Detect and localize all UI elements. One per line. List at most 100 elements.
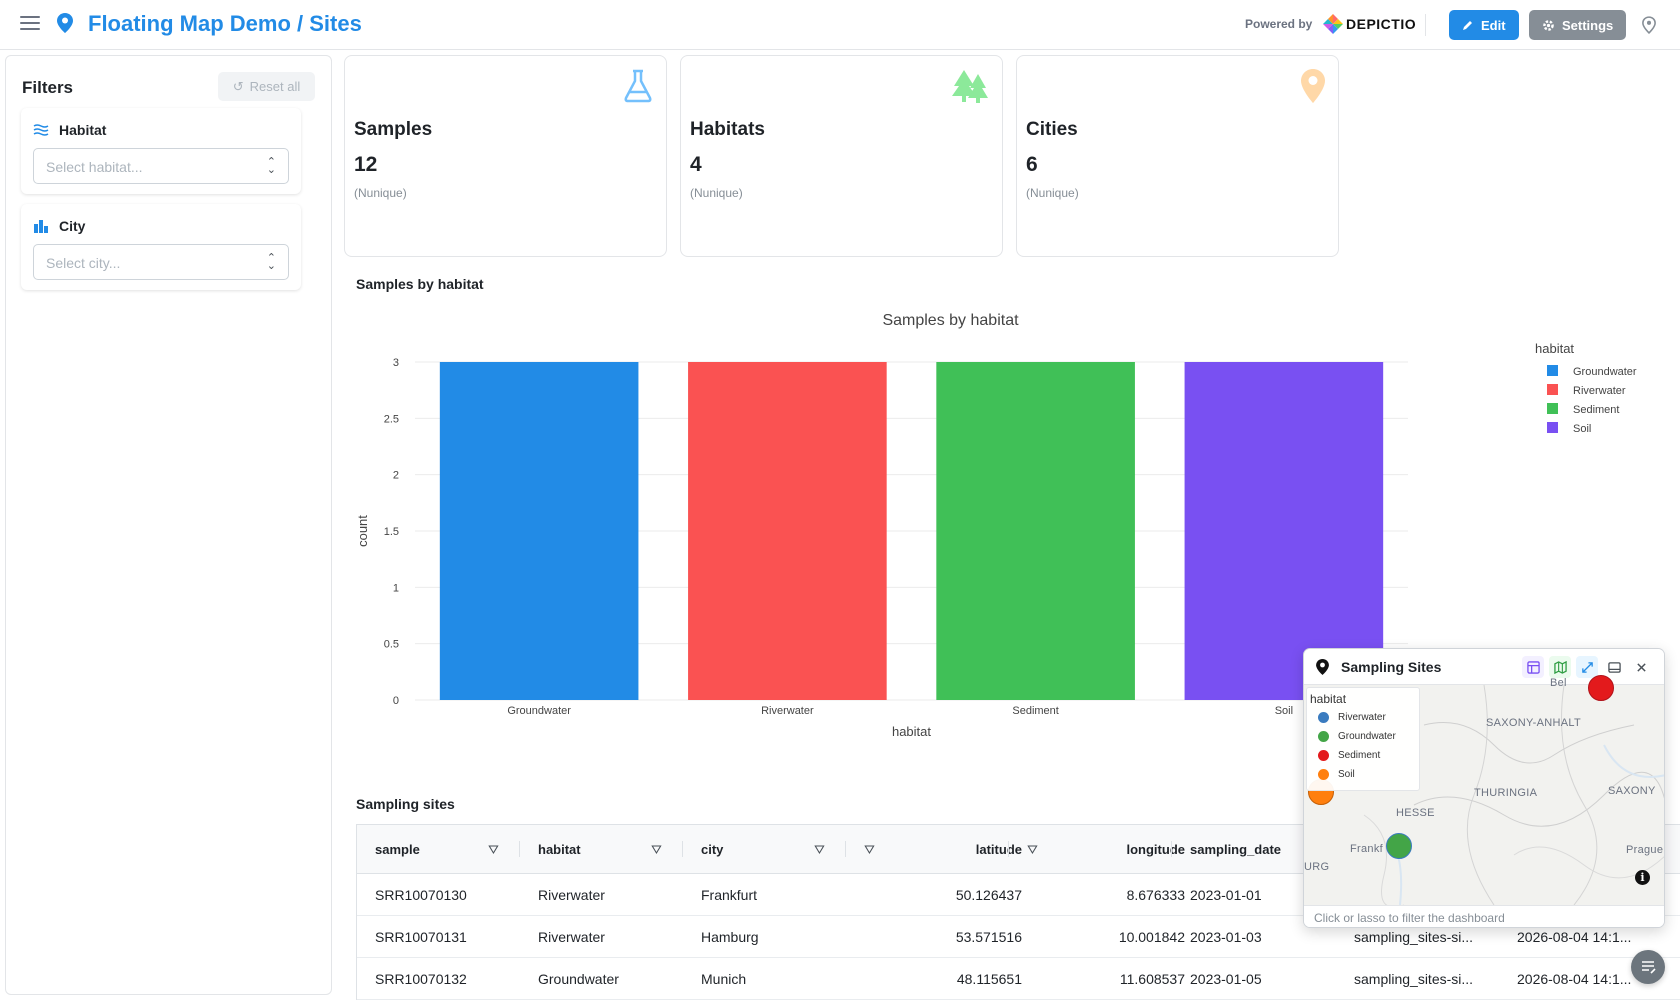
city-select-placeholder: Select city... [46,255,121,271]
x-tick-label: Soil [1275,705,1293,717]
cell-city: Hamburg [701,929,759,945]
waves-icon [33,124,49,136]
column-header-longitude[interactable]: longitude [1126,841,1186,857]
cell-latitude: 48.115651 [956,971,1022,987]
notes-fab-button[interactable] [1631,950,1665,984]
cell-latitude: 50.126437 [955,887,1022,903]
map-view-icon[interactable] [1549,656,1571,678]
city-select[interactable]: Select city... ⌃ ⌄ [33,244,289,280]
map-label-region: SAXONY-ANHALT [1486,717,1581,729]
map-label-city: URG [1304,861,1330,873]
y-tick-label: 0.5 [384,639,399,651]
bar-riverwater[interactable] [688,362,887,700]
kpi-card-cities: Cities 6 (Nunique) [1016,55,1339,257]
kpi-title: Habitats [690,119,765,140]
cell-longitude: 8.676333 [1126,887,1185,903]
info-icon[interactable]: i [1635,870,1650,885]
map-toolbar [1522,656,1652,678]
floating-map-panel[interactable]: Sampling Sites [1303,648,1665,928]
filters-title: Filters [22,78,74,97]
cell-sample: SRR10070132 [375,971,467,987]
column-header-sample[interactable]: sample [375,841,420,857]
table-section-title: Sampling sites [356,796,455,812]
cell-latitude: 53.571516 [955,929,1022,945]
legend-dot [1318,750,1329,761]
bar-soil[interactable] [1184,362,1384,700]
map-legend-item[interactable]: Groundwater [1318,731,1396,742]
filter-icon[interactable]: ⛛ [864,842,875,857]
map-footer: Click or lasso to filter the dashboard [1304,905,1664,927]
filter-icon[interactable]: ⛛ [814,842,825,857]
cell-habitat: Riverwater [538,929,605,945]
map-legend-title: habitat [1310,692,1347,706]
map-legend-label: Riverwater [1338,712,1386,723]
dock-icon[interactable] [1603,656,1625,678]
column-header-habitat[interactable]: habitat [538,841,581,857]
filter-icon[interactable]: ⛛ [488,842,499,857]
map-canvas[interactable]: Bel SAXONY-ANHALT THURINGIA SAXONY HESSE… [1304,675,1664,905]
map-legend-item[interactable]: Soil [1318,769,1355,780]
legend-dot [1318,731,1329,742]
settings-button[interactable]: Settings [1529,10,1627,40]
bar-sediment[interactable] [936,362,1135,700]
habitat-select[interactable]: Select habitat... ⌃ ⌄ [33,148,289,184]
column-divider [1171,841,1172,857]
column-divider [845,841,846,857]
kpi-title: Samples [354,119,433,140]
kpi-card-habitats: Habitats 4 (Nunique) [680,55,1003,257]
legend-label: Riverwater [1573,385,1626,397]
table-view-icon[interactable] [1522,656,1544,678]
expand-icon[interactable] [1576,656,1598,678]
buildings-icon [34,220,48,233]
map-label-city: Bel [1550,677,1567,689]
column-header-sampling-date[interactable]: sampling_date [1190,841,1282,857]
map-marker-groundwater[interactable] [1386,833,1412,859]
table-row[interactable]: SRR10070130 Riverwater Frankfurt 50.1264… [357,874,1680,916]
gear-icon [1543,19,1554,31]
map-legend-item[interactable]: Riverwater [1318,712,1386,723]
cell-longitude: 10.001842 [1118,929,1185,945]
map-title: Sampling Sites [1341,659,1442,675]
filter-icon[interactable]: ⛛ [651,842,662,857]
filter-icon[interactable]: ⛛ [1027,842,1038,857]
y-tick-label: 2.5 [384,413,399,425]
kpi-value: 4 [690,153,702,176]
map-label-region: SAXONY [1608,785,1656,797]
legend-swatch[interactable] [1547,403,1558,414]
column-divider [1008,841,1009,857]
x-tick-label: Riverwater [761,705,814,717]
map-label-region: THURINGIA [1474,787,1538,799]
column-header-latitude[interactable]: latitude [975,841,1022,857]
x-tick-label: Sediment [1012,705,1058,717]
kpi-title: Cities [1026,119,1078,140]
habitat-filter-card: Habitat Select habitat... ⌃ ⌄ [21,108,301,194]
column-header-city[interactable]: city [701,841,724,857]
legend-label: Sediment [1573,404,1619,416]
map-hint-text: Click or lasso to filter the dashboard [1314,911,1505,925]
edit-button-label: Edit [1481,17,1506,33]
cell-sample: SRR10070130 [375,887,467,903]
habitat-select-placeholder: Select habitat... [46,159,143,175]
map-label-region: HESSE [1396,807,1435,819]
location-icon[interactable] [1642,16,1656,34]
map-legend-item[interactable]: Sediment [1318,750,1380,761]
table-row[interactable]: SRR10070132 Groundwater Munich 48.115651… [357,958,1680,1000]
cell-longitude: 11.608537 [1119,971,1185,987]
legend-swatch[interactable] [1547,384,1558,395]
bar-chart[interactable]: Samples by habitat 0 0.5 1 1.5 2 2.5 3 Groundwat… [340,295,1675,770]
kpi-subtitle: (Nunique) [1026,186,1079,200]
legend-swatch[interactable] [1547,422,1558,433]
bar-chart-svg[interactable]: Samples by habitat 0 0.5 1 1.5 2 2.5 3 Groundwat… [340,295,1675,770]
table-row[interactable]: SRR10070131 Riverwater Hamburg 53.571516… [357,916,1680,958]
menu-icon[interactable] [20,16,40,32]
edit-button[interactable]: Edit [1449,10,1519,40]
reset-all-label: Reset all [249,79,301,94]
close-icon[interactable] [1630,656,1652,678]
kpi-subtitle: (Nunique) [354,186,407,200]
bar-groundwater[interactable] [439,362,639,700]
map-marker-sediment[interactable] [1588,675,1614,701]
chevron-up-down-icon: ⌃ ⌄ [266,252,276,272]
notes-icon [1642,961,1656,974]
legend-swatch[interactable] [1547,365,1558,376]
reset-all-button[interactable]: ↺ Reset all [218,72,315,101]
